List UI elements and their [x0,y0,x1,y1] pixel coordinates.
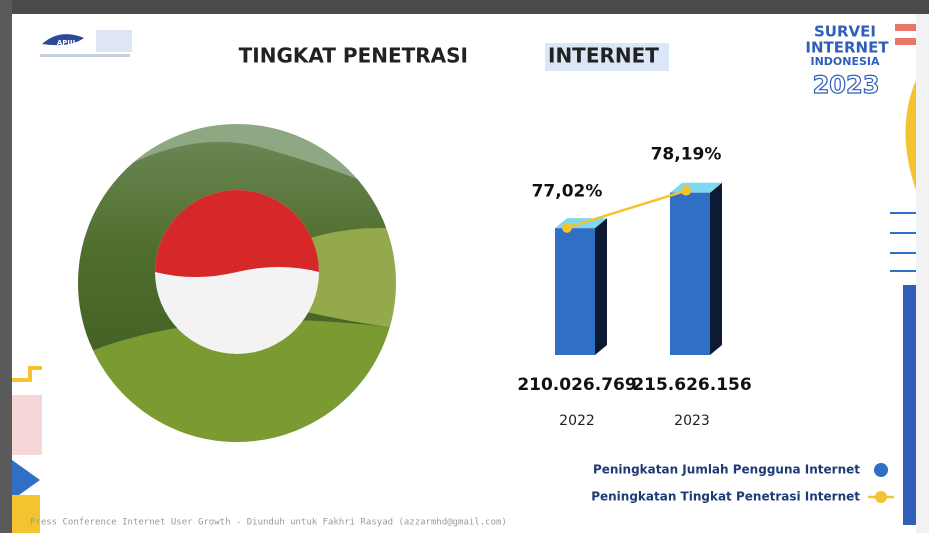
badge-line: INTERNET [805,39,889,57]
badge-line: INDONESIA [810,55,880,68]
badge-year: 2023 [813,71,880,99]
title-highlight: INTERNET [548,44,659,68]
value-label: 210.026.769 [517,375,636,395]
frame-left [0,0,12,533]
footer: Press Conference Internet User Growth - … [30,518,507,528]
badge-line: SURVEI [814,23,876,41]
logo: APJII [40,30,132,57]
legend-label: Peningkatan Tingkat Penetrasi Internet [591,490,860,504]
flag [155,190,319,354]
legend-label: Peningkatan Jumlah Pengguna Internet [593,463,860,477]
value-label: 77,02% [532,182,603,202]
value-label: 78,19% [651,145,722,165]
bar [555,228,595,355]
badge: SURVEI INTERNET INDONESIA 2023 [805,23,916,525]
line-point [681,185,691,196]
frame-right [916,14,929,533]
title-highlight-bg [545,43,669,71]
bar-side [595,218,607,355]
line-point [562,222,572,233]
bar [670,192,710,355]
legend-swatch [875,491,887,503]
value-label: 215.626.156 [632,375,751,395]
title: TINGKAT PENETRASI [239,44,468,68]
x-tick-label: 2023 [674,413,710,429]
line [566,189,687,229]
legend-swatch [874,463,888,477]
left-decor [12,366,42,533]
bar-side [710,182,722,355]
frame-top [0,0,929,14]
photo-ring [76,122,398,444]
logo-text: APJII [57,39,75,47]
x-tick-label: 2022 [559,413,595,429]
